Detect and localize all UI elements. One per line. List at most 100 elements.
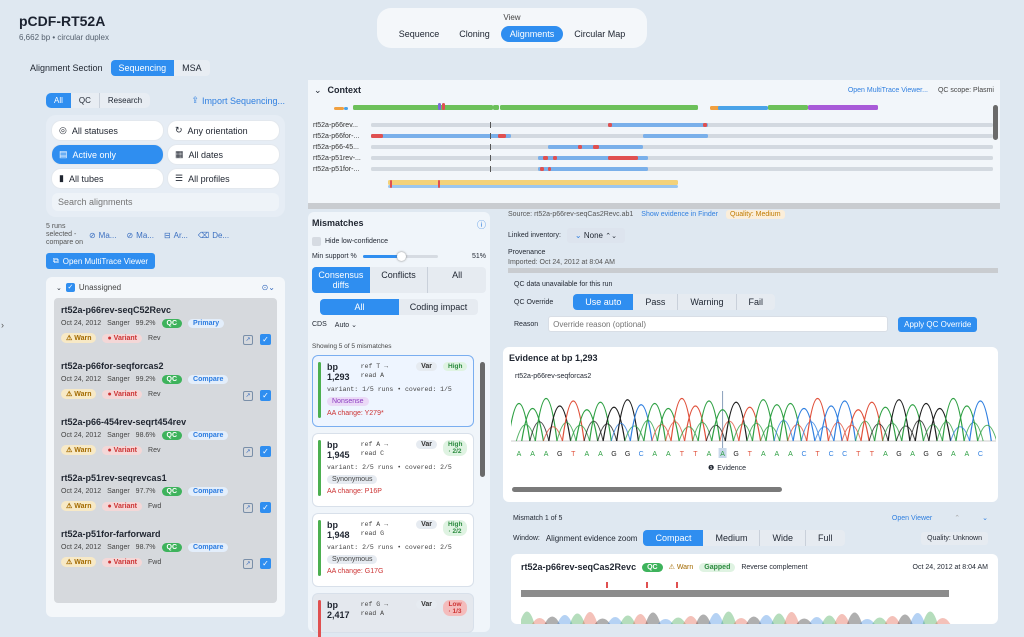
track-label: rt52a-p51for-... <box>313 166 359 173</box>
run-row[interactable]: rt52a-p51for-farforward Oct 24, 2012 Sange… <box>54 524 277 580</box>
base-call: T <box>693 451 698 458</box>
run-checkbox[interactable]: ✓ <box>260 446 271 457</box>
action-button-1[interactable]: ⊘ Ma... <box>126 231 153 240</box>
mismatch-card[interactable]: bp 1,948 ref A → read G Var High · 2/2 variant… <box>312 513 474 587</box>
zoom-label: Alignment evidence zoom <box>545 533 638 543</box>
run-checkbox[interactable]: ✓ <box>260 334 271 345</box>
evidence-hscroll[interactable] <box>512 487 782 492</box>
context-scrollbar[interactable] <box>993 105 998 140</box>
run-row[interactable]: rt52a-p51rev-seqrevcas1 Oct 24, 2012 Sange… <box>54 468 277 524</box>
trace-peak <box>897 614 913 624</box>
run-row[interactable]: rt52a-p66for-seqforcas2 Oct 24, 2012 Sange… <box>54 356 277 412</box>
scope-tab-all[interactable]: All <box>46 93 71 108</box>
context-open-viewer[interactable]: Open MultiTrace Viewer... <box>847 86 928 94</box>
orientation-filter[interactable]: ↻ Any orientation <box>168 121 279 140</box>
tube-filter[interactable]: ▮ All tubes <box>52 169 163 188</box>
action-button-2[interactable]: ⊟ Ar... <box>164 231 188 240</box>
context-hscroll[interactable] <box>308 203 1000 209</box>
tab-cloning[interactable]: Cloning <box>459 29 490 39</box>
import-sequencing-label: Import Sequencing... <box>201 95 285 106</box>
check-circle-icon: ⊘ <box>126 230 134 240</box>
scope-tabs: All QC Research <box>46 93 151 108</box>
group-checkbox[interactable]: ✓ <box>65 283 75 292</box>
run-checkbox[interactable]: ✓ <box>260 502 271 513</box>
impact-tab-coding-impact[interactable]: Coding impact <box>409 302 468 312</box>
help-icon[interactable]: ⓘ <box>476 220 486 230</box>
import-sequencing-button[interactable]: ⇪ Import Sequencing... <box>191 95 285 106</box>
open-multitrace-button[interactable]: ⧉ Open MultiTrace Viewer <box>46 253 156 269</box>
mismatch-card[interactable]: bp 1,945 ref A → read C Var High · 2/2 variant… <box>312 433 474 507</box>
chevron-down-icon[interactable]: ⌄ <box>982 515 988 522</box>
alignment-section: Alignment Section Sequencing MSA <box>30 60 210 76</box>
chevron-down-icon: ⌄ <box>56 284 62 292</box>
min-support-slider[interactable] <box>362 252 438 261</box>
collapse-sidebar-icon[interactable]: › <box>1 320 4 330</box>
status-filter[interactable]: ◎ All statuses <box>52 121 163 140</box>
mismatch-card[interactable]: bp 1,293 ref T → read A Var High variant: 1/5 … <box>312 355 474 427</box>
trace-peak <box>806 397 830 442</box>
profile-filter[interactable]: ☰ All profiles <box>168 169 279 188</box>
scope-tab-qc[interactable]: QC <box>78 96 91 105</box>
open-external-icon[interactable]: ↗ <box>243 335 253 345</box>
trace-peak <box>705 424 726 442</box>
action-button-3[interactable]: ⌫ De... <box>198 231 229 240</box>
chevron-down-icon[interactable]: ⌄ <box>314 84 322 95</box>
mismatch-scrollbar[interactable] <box>480 362 485 477</box>
cds-select[interactable]: Auto ⌄ <box>334 322 357 329</box>
open-external-icon[interactable]: ↗ <box>243 447 253 457</box>
search-input[interactable] <box>52 193 279 211</box>
impact-tab-all[interactable]: All <box>320 299 399 315</box>
warn-badge: ⚠ Warn <box>61 501 97 511</box>
open-external-icon[interactable]: ↗ <box>243 559 253 569</box>
detail-hscroll[interactable] <box>508 268 998 273</box>
action-button-0[interactable]: ⊘ Ma... <box>89 231 116 240</box>
scope-tab-research[interactable]: Research <box>98 93 150 108</box>
tab-alignments[interactable]: Alignments <box>500 26 564 42</box>
reason-input[interactable] <box>548 316 889 332</box>
show-in-finder-link[interactable]: Show evidence in Finder <box>641 211 718 218</box>
open-external-icon[interactable]: ↗ <box>243 503 253 513</box>
min-support-knob[interactable] <box>397 252 406 261</box>
trace-peak <box>548 405 572 442</box>
run-checkbox[interactable]: ✓ <box>260 558 271 569</box>
apply-qc-override-button[interactable]: Apply QC Override <box>898 316 978 332</box>
active-filter[interactable]: ▤ Active only <box>52 145 163 164</box>
run-row[interactable]: rt52a-p66rev-seqC52Revc Oct 24, 2012 Sange… <box>54 300 277 356</box>
tab-circular-map[interactable]: Circular Map <box>574 29 626 39</box>
open-viewer-link[interactable]: Open Viewer <box>891 514 933 522</box>
hide-low-confidence[interactable]: Hide low-confidence <box>308 231 490 246</box>
trace-peak <box>542 426 563 442</box>
mismatch-tab-conflicts[interactable]: Conflicts <box>381 270 416 280</box>
hide-low-checkbox[interactable] <box>312 237 321 246</box>
mismatch-tab-all[interactable]: All <box>427 267 486 293</box>
variant-label: Variant <box>113 446 138 454</box>
base-call: G <box>896 451 901 458</box>
qc-option-pass[interactable]: Pass <box>645 297 666 307</box>
trace-peak <box>935 618 951 624</box>
run-row[interactable]: rt52a-p66-454rev-seqrt454rev Oct 24, 2012… <box>54 412 277 468</box>
mismatch-card[interactable]: bp 2,417 ref G → read A Var Low · 1/3 <box>312 593 474 637</box>
zoom-option-full[interactable]: Full <box>805 530 845 546</box>
open-external-icon[interactable]: ↗ <box>243 391 253 401</box>
trace-peak <box>678 426 699 442</box>
section-tab-msa[interactable]: MSA <box>182 63 202 73</box>
date-filter[interactable]: ▦ All dates <box>168 145 279 164</box>
tab-sequence[interactable]: Sequence <box>398 29 440 39</box>
more-icon[interactable]: ⊙⌄ <box>261 283 275 292</box>
linked-inventory-select[interactable]: ⌄ None ⌃⌄ <box>566 228 625 243</box>
qc-option-warning[interactable]: Warning <box>677 294 735 310</box>
run-checkbox[interactable]: ✓ <box>260 390 271 401</box>
selection-actions: ⊘ Ma... ⊘ Ma... ⊟ Ar... ⌫ De... <box>89 231 229 240</box>
tube-icon: ▮ <box>59 173 64 183</box>
zoom-option-medium[interactable]: Medium <box>715 533 748 543</box>
section-tab-sequencing[interactable]: Sequencing <box>110 60 175 76</box>
qc-option-fail[interactable]: Fail <box>735 294 776 310</box>
group-header[interactable]: ⌄ ✓ Unassigned ⊙⌄ <box>54 282 277 298</box>
mismatch-tab-consensus-diffs[interactable]: Consensus diffs <box>312 267 370 293</box>
run-name: rt52a-p66for-seqforcas2 <box>61 361 164 371</box>
zoom-option-wide[interactable]: Wide <box>759 530 805 546</box>
qc-option-use-auto[interactable]: Use auto <box>573 294 634 310</box>
zoom-option-compact[interactable]: Compact <box>643 530 704 546</box>
chevron-up-icon[interactable]: ⌃ <box>954 515 961 522</box>
trace-peak <box>651 424 672 442</box>
